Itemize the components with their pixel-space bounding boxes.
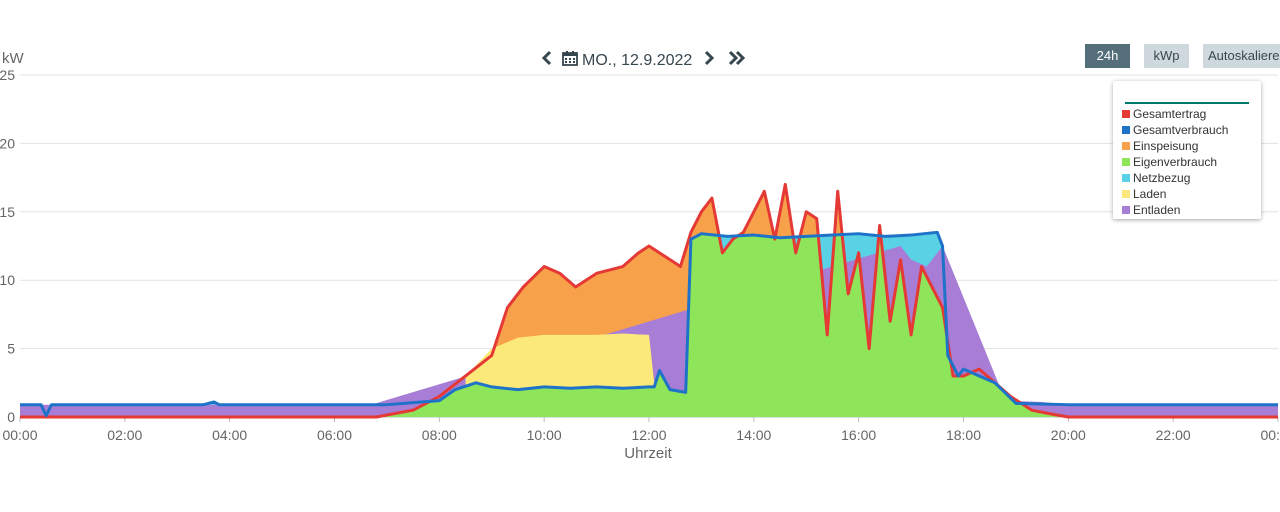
legend-label: Laden [1133, 187, 1167, 201]
x-tick-label: 04:00 [212, 427, 247, 443]
legend-swatch [1122, 158, 1130, 166]
x-tick-label: 02:00 [107, 427, 142, 443]
double-chevron-right-icon[interactable] [728, 50, 746, 71]
y-tick-label: 25 [0, 67, 15, 83]
x-tick-label: 20:00 [1051, 427, 1086, 443]
y-tick-label: 15 [0, 204, 15, 220]
legend-swatch [1122, 190, 1130, 198]
calendar-icon[interactable] [562, 50, 578, 71]
y-tick-label: 5 [7, 341, 15, 357]
legend-label: Einspeisung [1133, 139, 1199, 153]
legend-label: Gesamtertrag [1133, 107, 1207, 121]
x-axis-title: Uhrzeit [624, 445, 672, 462]
legend-divider [1125, 102, 1249, 104]
legend-swatch [1122, 142, 1130, 150]
kwp-button[interactable]: kWp [1144, 44, 1189, 68]
y-axis-title: kW [2, 50, 25, 67]
y-tick-label: 0 [7, 409, 15, 425]
legend-label: Eigenverbrauch [1133, 155, 1218, 169]
x-tick-label: 16:00 [841, 427, 876, 443]
chart-areas [20, 184, 1278, 417]
autoscale-button[interactable]: Autoskalieren [1203, 44, 1280, 68]
legend-label: Netzbezug [1133, 171, 1191, 185]
line-gesamtverbrauch [20, 230, 1278, 418]
x-tick-label: 06:00 [317, 427, 352, 443]
x-tick-label: 14:00 [736, 427, 771, 443]
chart-lines [20, 182, 1278, 419]
area-entladen [20, 246, 1278, 417]
y-tick-label: 20 [0, 135, 15, 151]
legend-list: Gesamtertrag Gesamtverbrauch Einspeisung Ei… [1122, 106, 1228, 218]
legend-swatch [1122, 206, 1130, 214]
current-date[interactable]: MO., 12.9.2022 [582, 51, 693, 69]
legend-swatch [1122, 110, 1130, 118]
chevron-left-icon[interactable] [540, 50, 554, 71]
y-tick-label: 10 [0, 272, 15, 288]
x-tick-label: 22:00 [1156, 427, 1191, 443]
legend-item[interactable]: Gesamtertrag [1122, 106, 1228, 122]
x-tick-label: 12:00 [631, 427, 666, 443]
x-tick-label: 08:00 [422, 427, 457, 443]
chart-legend: Gesamtertrag Gesamtverbrauch Einspeisung Ei… [1113, 81, 1261, 219]
x-tick-label: 10:00 [527, 427, 562, 443]
chevron-right-icon[interactable] [702, 50, 716, 71]
chart-ticks: 0 5 10 15 20 25 00:00 02:00 04:00 06:00 08:00 10:00… [0, 67, 1280, 443]
legend-item[interactable]: Gesamtverbrauch [1122, 122, 1228, 138]
range-24h-button[interactable]: 24h [1085, 44, 1130, 68]
x-tick-label: 18:00 [946, 427, 981, 443]
legend-item[interactable]: Laden [1122, 186, 1228, 202]
legend-item[interactable]: Eigenverbrauch [1122, 154, 1228, 170]
legend-swatch [1122, 174, 1130, 182]
legend-item[interactable]: Einspeisung [1122, 138, 1228, 154]
legend-item[interactable]: Netzbezug [1122, 170, 1228, 186]
legend-label: Gesamtverbrauch [1133, 123, 1229, 137]
legend-item[interactable]: Entladen [1122, 202, 1228, 218]
legend-swatch [1122, 126, 1130, 134]
x-tick-label: 00:00 [1260, 427, 1280, 443]
legend-label: Entladen [1133, 203, 1181, 217]
x-tick-label: 00:00 [2, 427, 37, 443]
date-navigation: MO., 12.9.2022 [540, 50, 746, 71]
area-einspeisung [20, 184, 1278, 417]
